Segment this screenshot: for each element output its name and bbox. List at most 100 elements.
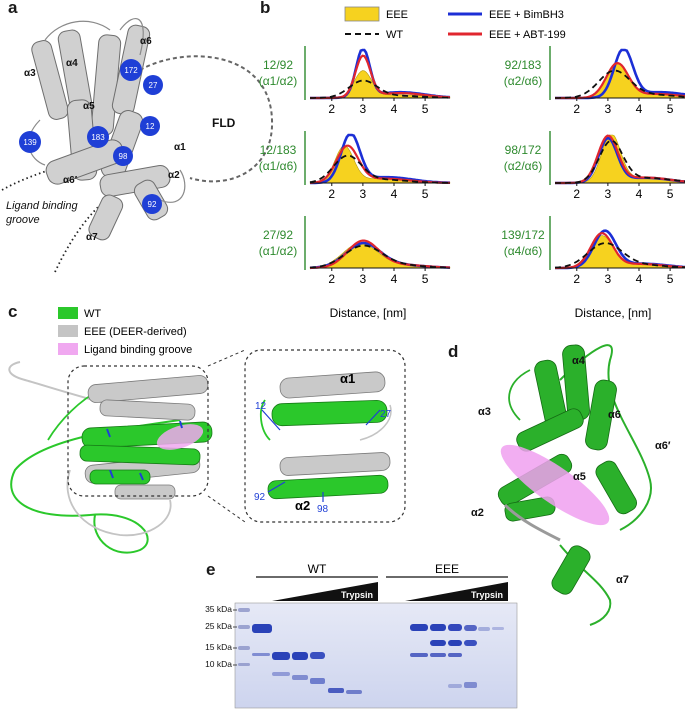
x-tick-label: 5 [667,272,674,286]
helix-label-a5: α5 [573,471,586,483]
panel-letter-c: c [8,302,18,321]
x-tick-label: 3 [605,187,612,201]
helix-label-a6: α6 [140,36,152,47]
trypsin-label-wt: Trypsin [341,590,373,600]
x-tick-label: 4 [636,187,643,201]
helix-label-a5: α5 [83,101,95,112]
residue-label: 172 [124,66,138,75]
inset-residue-98: 98 [317,504,329,515]
residue-marker-12: 12 [140,116,160,136]
panel-letter-a: a [8,0,18,17]
groove-label-line2: groove [6,214,40,226]
zoom-region-box [67,365,209,497]
series-abt199-line [310,54,451,100]
deer-distance-plots: 12/92 (α1/α2) 2 3 4 5 92/183 (α2/α6) 2 3 4 5 12/183 (… [259,46,685,286]
group-label-wt: WT [308,562,327,576]
groove-line-lower [54,204,101,273]
x-tick-label: 3 [605,272,612,286]
helix-label-a3: α3 [478,406,491,418]
residue-marker-27: 27 [143,75,163,95]
x-tick-label: 2 [328,187,335,201]
groove-line-upper [1,167,56,191]
inset-residue-92: 92 [254,492,266,503]
x-tick-label: 3 [360,187,367,201]
x-tick-label: 3 [605,102,612,116]
helix-label-a6: α6 [608,409,621,421]
distance-plot-139-172: 139/172 (α4/α6) 2 3 4 5 [501,216,685,286]
x-axis-label-right: Distance, [nm] [575,306,652,320]
residue-marker-139: 139 [19,131,41,153]
distance-plot-92-183: 92/183 (α2/α6) 2 3 4 5 [504,46,685,116]
x-tick-label: 2 [573,102,580,116]
fld-loop [139,55,274,183]
series-abt199-line [555,231,685,270]
helix-label-a3: α3 [24,68,36,79]
panel-letter-b: b [260,0,271,17]
legend-swatch-groove-pink [58,343,78,355]
helix-pair-label: (α1/α2) [259,74,298,88]
legend-swatch-eee [344,6,380,22]
distance-plot-98-172: 98/172 (α2/α6) 2 3 4 5 [504,131,685,201]
helix-label-a2: α2 [471,507,484,519]
inset-box [244,349,406,523]
distance-plot-27-92: 27/92 (α1/α2) 2 3 4 5 [259,216,451,286]
residue-label: 183 [91,133,105,142]
x-tick-label: 5 [422,272,429,286]
helix-pair-label: (α2/α6) [504,159,543,173]
inset-helix-a1: α1 [340,371,355,386]
x-tick-label: 5 [667,187,674,201]
helix-label-a7: α7 [86,232,98,243]
x-tick-label: 4 [391,272,398,286]
panel-d-structure: α4 α3 α6 α6′ α5 α2 α7 [471,344,671,626]
pair-label: 139/172 [501,228,545,242]
groove-label-line1: Ligand binding [6,200,78,212]
legend-label-bimbh3: EEE + BimBH3 [489,9,564,21]
residue-marker-98: 98 [113,146,133,166]
helix-label-a6prime: α6′ [63,175,78,186]
panel-c-inset: α1 α2 12 27 92 98 [244,349,406,523]
legend-label-wt: WT [84,308,101,320]
pair-label: 92/183 [505,58,542,72]
residue-label: 27 [149,81,158,90]
marker-label-15: 15 kDa [205,642,232,652]
inset-residue-27: 27 [380,409,392,420]
helix-label-a7: α7 [616,574,629,586]
groove-ellipse [500,444,610,526]
x-tick-label: 2 [573,272,580,286]
panel-b-legend: EEE WT EEE + BimBH3 EEE + ABT-199 [344,6,566,41]
inset-helix-a2: α2 [295,498,310,513]
series-bimbh3-line [309,133,450,185]
pair-label: 98/172 [505,143,542,157]
x-tick-label: 5 [422,102,429,116]
trypsin-wedge-eee [405,582,508,601]
x-tick-label: 4 [391,187,398,201]
groove-ellipse [156,424,204,450]
panel-e-gel: WT EEE Trypsin Trypsin 35 kDa 25 kDa 15 … [205,562,518,709]
legend-swatch-wt-green [58,307,78,319]
marker-label-25: 25 kDa [205,621,232,631]
helix-label-a4: α4 [572,355,586,367]
helix-pair-label: (α1/α6) [259,159,298,173]
legend-label-groove: Ligand binding groove [84,344,192,356]
panel-letter-d: d [448,342,459,361]
x-tick-label: 2 [573,187,580,201]
pair-label: 12/183 [260,143,297,157]
helix-label-a4: α4 [66,58,78,69]
residue-label: 92 [148,200,157,209]
x-axis-label-left: Distance, [nm] [330,306,407,320]
residue-label: 139 [23,138,37,147]
residue-marker-172: 172 [120,59,142,81]
x-tick-label: 5 [422,187,429,201]
distance-plot-12-183: 12/183 (α1/α6) 2 3 4 5 [259,131,451,201]
x-tick-label: 2 [328,102,335,116]
trypsin-wedge-wt [272,582,378,601]
series-abt199-line [310,239,451,269]
distance-plot-12-92: 12/92 (α1/α2) 2 3 4 5 [259,46,451,116]
residue-marker-92: 92 [142,194,162,214]
gel-bands [252,624,504,694]
x-tick-label: 4 [636,272,643,286]
panel-letter-e: e [206,560,216,579]
panel-a-structure: 172 27 139 183 12 98 92 α3 α4 α6 α5 α1 α… [1,18,274,273]
helix-pair-label: (α1/α2) [259,244,298,258]
